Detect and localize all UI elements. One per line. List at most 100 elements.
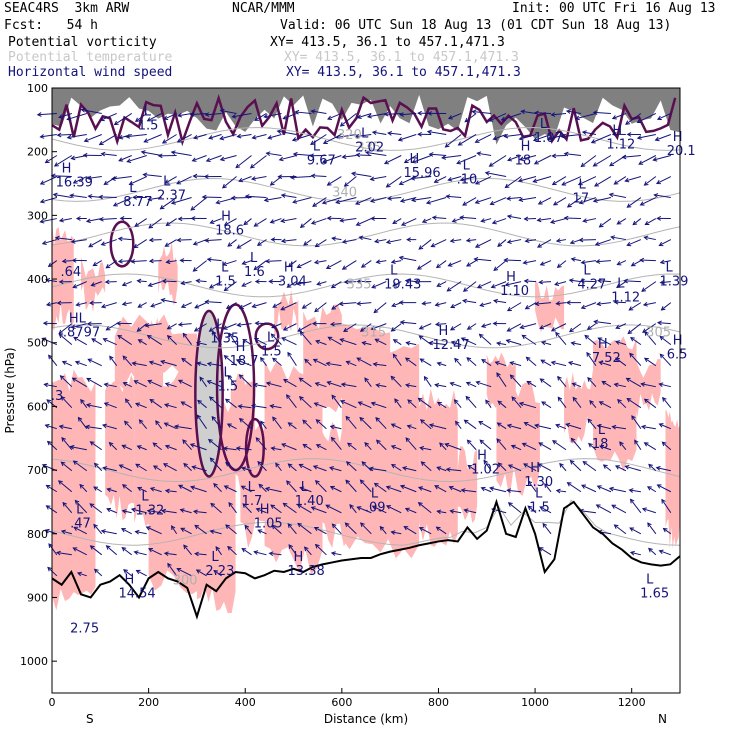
theta-contour-2 (52, 222, 680, 247)
wind-arrow (199, 376, 207, 387)
extremum-value: 3.04 (278, 274, 307, 289)
wind-arrow (329, 466, 342, 472)
wind-arrow (287, 260, 297, 268)
wind-arrow (109, 355, 118, 366)
wind-arrow (436, 361, 447, 367)
pv-region-14 (312, 419, 352, 549)
wind-arrow (518, 155, 537, 162)
wind-arrow (221, 176, 237, 189)
wind-arrow (204, 112, 222, 117)
wind-arrow (630, 260, 642, 267)
wind-arrow (474, 134, 492, 143)
wind-arrow (272, 357, 282, 367)
extremum-value: .10 (457, 173, 478, 188)
wind-arrow (586, 351, 597, 366)
wind-arrow (355, 152, 372, 158)
wind-arrow (177, 216, 192, 222)
wind-arrow (524, 302, 537, 310)
wind-arrow (369, 197, 387, 203)
wind-arrow (189, 112, 207, 117)
wind-arrow (539, 378, 552, 388)
wind-arrow (418, 239, 432, 250)
wind-arrow (625, 377, 642, 388)
wind-arrow (100, 529, 117, 535)
wind-arrow (497, 462, 507, 472)
wind-arrow (148, 548, 162, 556)
extremum-value: 2.37 (157, 188, 186, 203)
wind-arrow (435, 526, 447, 535)
wind-arrow (400, 218, 417, 226)
wind-arrow (588, 442, 597, 451)
wind-arrow (525, 356, 537, 367)
wind-arrow (629, 550, 641, 556)
wind-arrow (652, 155, 671, 162)
wind-arrow (238, 417, 252, 430)
wind-arrow (629, 527, 642, 535)
wind-arrow (321, 197, 342, 205)
wind-arrow (161, 134, 177, 144)
wind-arrow (392, 218, 402, 224)
wind-arrow (357, 401, 372, 409)
wind-arrow (86, 321, 102, 327)
wind-arrow (132, 195, 147, 200)
wind-arrow (417, 131, 432, 137)
wind-arrow (491, 218, 507, 225)
wind-arrow (592, 110, 611, 115)
org-name: NCAR/MMM (232, 1, 295, 16)
wind-arrow (89, 545, 103, 556)
wind-arrow (644, 218, 657, 226)
wind-arrow (523, 216, 537, 222)
wind-arrow (374, 238, 387, 244)
wind-arrow (52, 192, 72, 199)
wind-arrow (88, 239, 103, 248)
wind-arrow (397, 134, 417, 142)
wind-arrow (610, 235, 626, 241)
wind-arrow (225, 524, 237, 535)
wind-arrow (390, 530, 402, 535)
wind-arrow (316, 281, 327, 286)
wind-arrow (59, 375, 73, 388)
wind-arrow (121, 509, 132, 514)
wind-arrow (299, 486, 312, 493)
wind-arrow (447, 113, 462, 120)
wind-arrow (62, 501, 73, 514)
y-tick-label: 500 (27, 337, 48, 350)
wind-arrow (83, 134, 102, 143)
wind-arrow (626, 397, 642, 409)
wind-arrow (643, 357, 657, 367)
wind-arrow (648, 547, 657, 556)
wind-arrow (615, 357, 627, 367)
wind-arrow (434, 302, 447, 307)
wind-arrow (314, 543, 327, 556)
wind-arrow (518, 197, 537, 203)
wind-arrow (539, 260, 552, 266)
wind-arrow (445, 194, 462, 199)
wind-arrow (385, 176, 402, 188)
wind-arrow (304, 358, 312, 367)
wind-arrow (227, 239, 237, 247)
wind-arrow (656, 216, 671, 221)
wind-arrow (253, 218, 267, 227)
wind-arrow (192, 239, 207, 246)
wind-arrow (133, 380, 147, 388)
wind-arrow (431, 215, 447, 221)
wind-arrow (209, 457, 222, 472)
wind-arrow (615, 340, 627, 346)
wind-arrow (466, 439, 477, 451)
theta-label: 300 (173, 574, 198, 589)
wind-arrow (580, 259, 597, 265)
wind-arrow (563, 215, 581, 221)
wind-arrow (361, 340, 372, 346)
wind-arrow (356, 279, 372, 284)
wind-arrow (329, 321, 342, 327)
wind-arrow (507, 464, 522, 472)
wind-arrow (103, 382, 117, 388)
wind-arrow (133, 550, 147, 556)
wind-arrow (41, 337, 58, 346)
y-tick-label: 900 (27, 591, 48, 604)
wind-arrow (315, 339, 327, 346)
wind-arrow (103, 402, 117, 409)
wind-arrow (44, 155, 58, 164)
wind-arrow (451, 218, 462, 223)
wind-arrow (163, 551, 177, 556)
